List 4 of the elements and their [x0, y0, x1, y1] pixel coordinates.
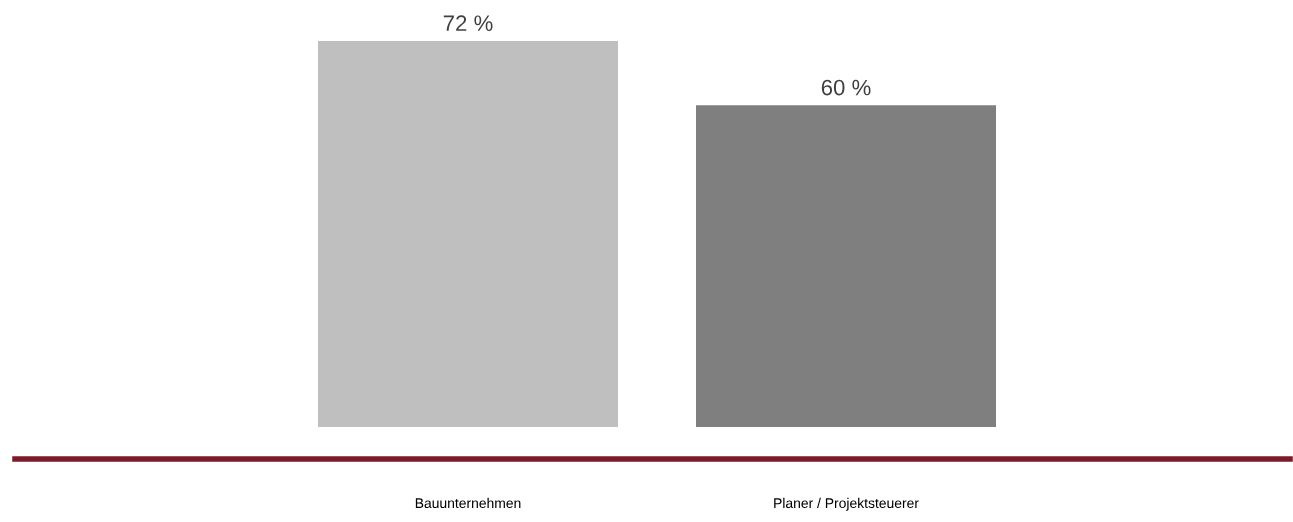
data-label: 72 %: [443, 15, 493, 31]
data-label: 60 %: [821, 79, 871, 96]
x-tick-label: Bauunternehmen: [415, 497, 521, 509]
x-tick-label: Planer / Projektsteuerer: [774, 497, 919, 511]
